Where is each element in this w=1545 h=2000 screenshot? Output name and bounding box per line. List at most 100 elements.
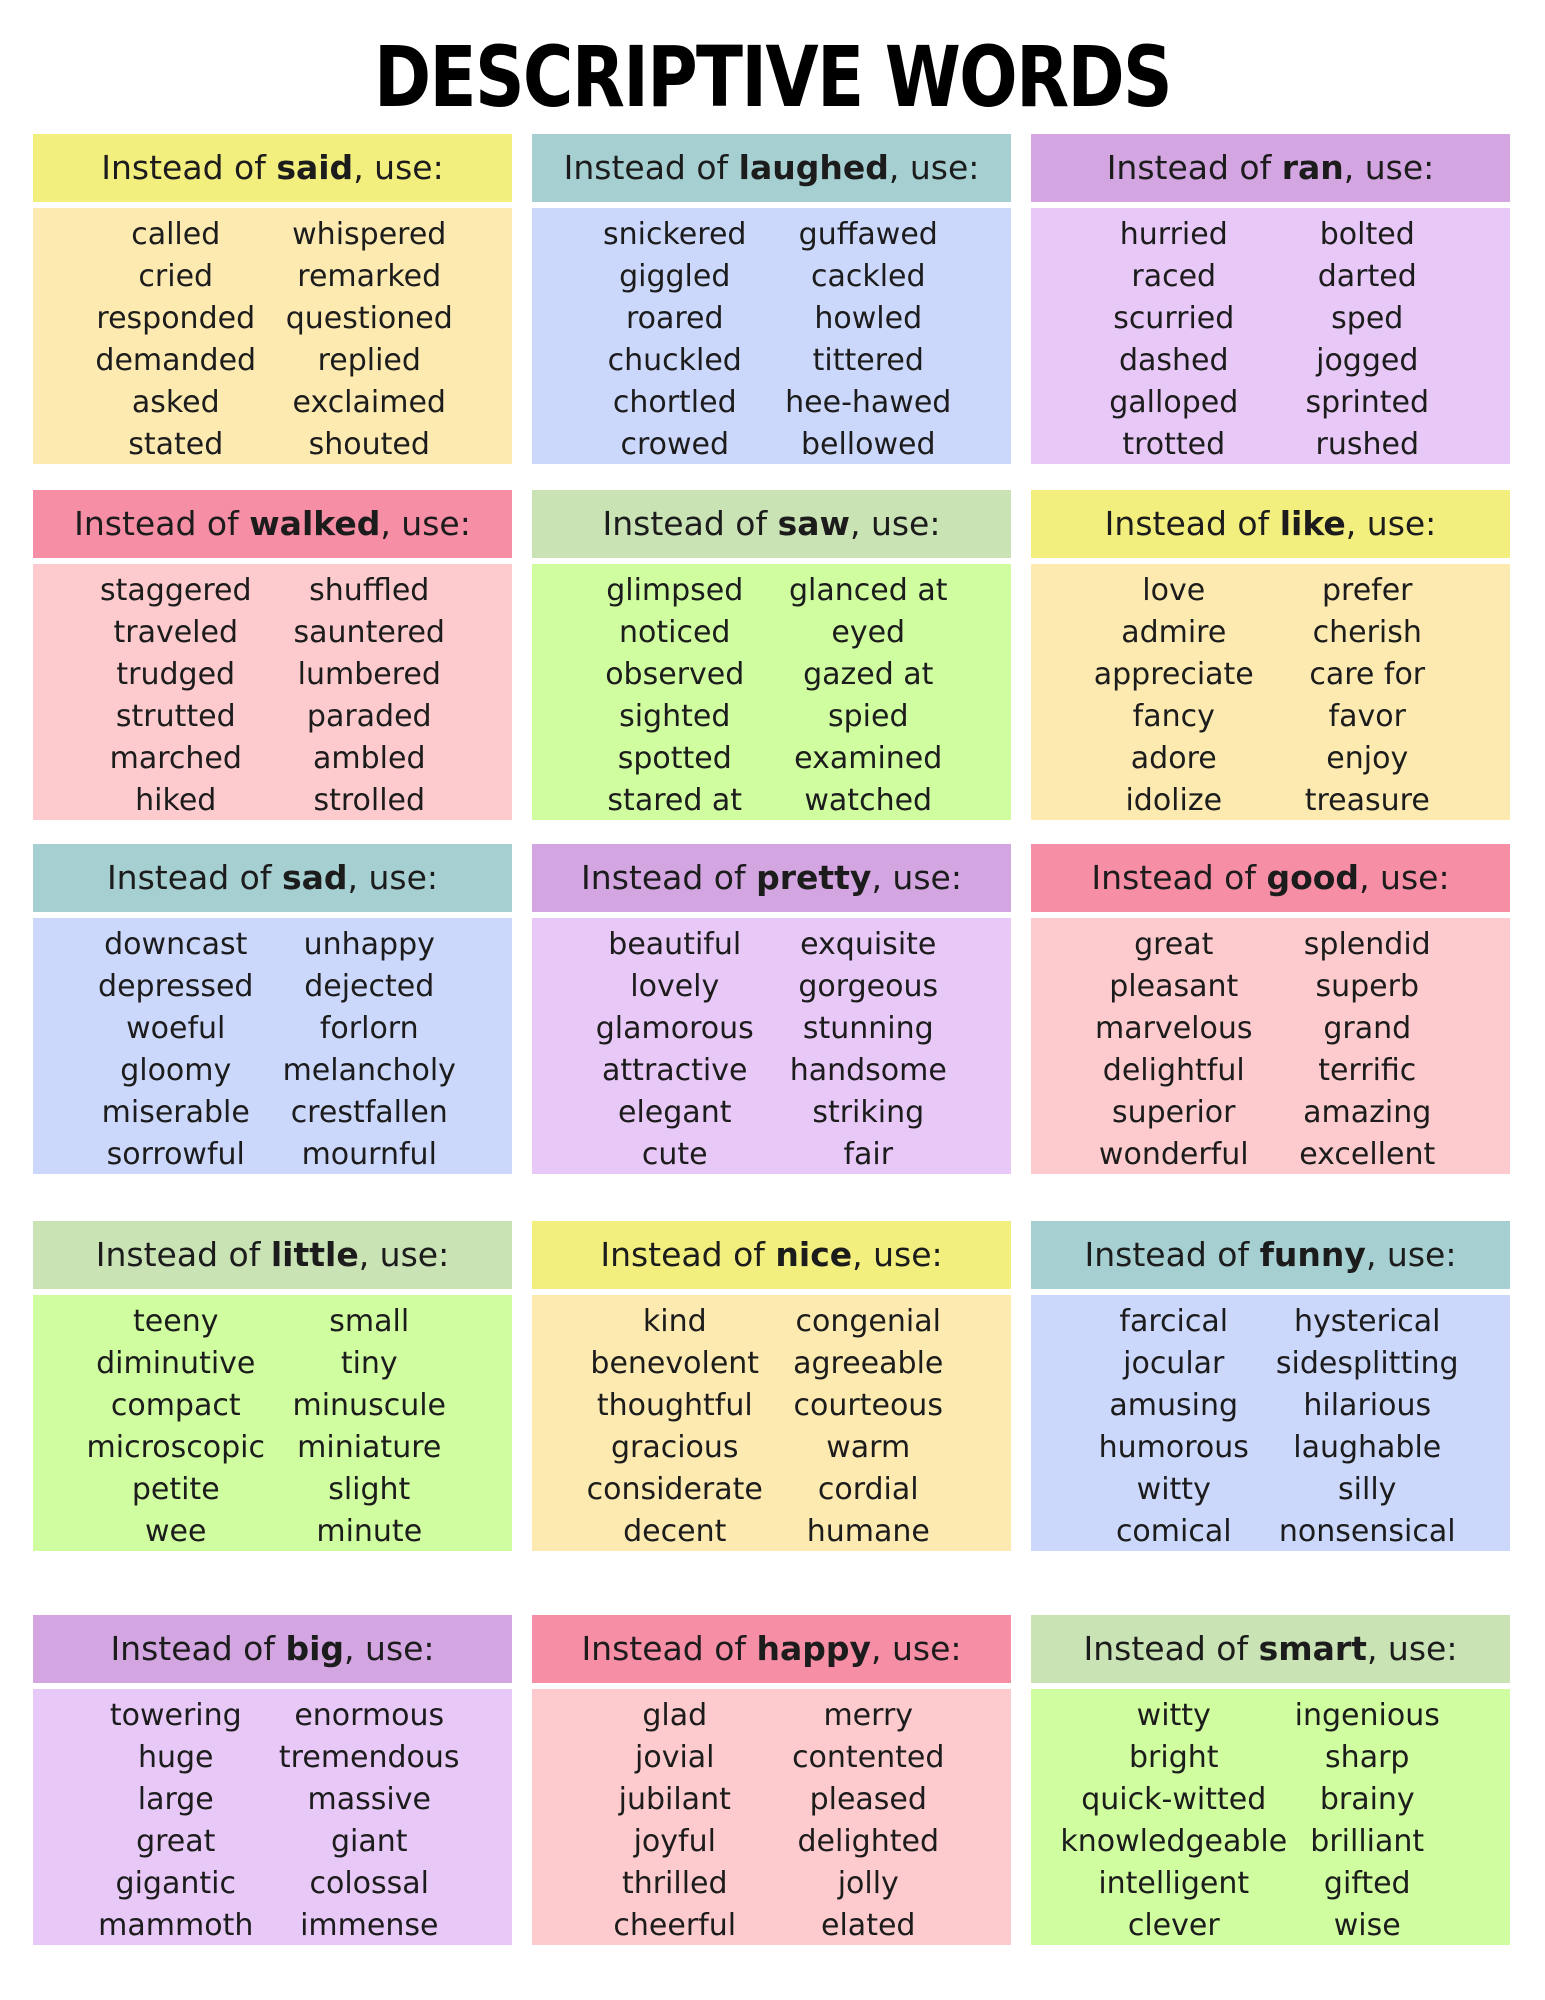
word-column-right: ingenious sharp brainy brilliant gifted wise [1271, 1695, 1465, 1945]
card-header: Instead of big, use: [33, 1615, 512, 1683]
word-card-walked: Instead of walked, use: staggered traveled… [33, 490, 512, 820]
card-body: called cried responded demanded asked stated w… [33, 208, 512, 464]
synonym: compact [110, 1388, 241, 1423]
synonym: miserable [101, 1095, 250, 1130]
synonym: treasure [1304, 783, 1430, 818]
synonym: slight [328, 1472, 411, 1507]
header-prefix: Instead of [563, 148, 739, 187]
synonym: downcast [104, 927, 248, 962]
synonym: strolled [313, 783, 426, 818]
word-column-left: teeny diminutive compact microscopic petite w… [79, 1301, 273, 1551]
header-suffix: , use: [888, 148, 980, 187]
synonym: roared [625, 301, 724, 336]
synonym: witty [1136, 1472, 1211, 1507]
synonym: dashed [1118, 343, 1229, 378]
synonym: appreciate [1093, 657, 1254, 692]
synonym: jogged [1316, 343, 1419, 378]
synonym: large [137, 1782, 214, 1817]
word-column-right: unhappy dejected forlorn melancholy crestfal… [273, 924, 467, 1174]
card-body: snickered giggled roared chuckled chortled cr… [532, 208, 1011, 464]
word-card-ran: Instead of ran, use: hurried raced scurried… [1031, 134, 1510, 464]
synonym: cackled [810, 259, 926, 294]
synonym: benevolent [590, 1346, 760, 1381]
synonym: marvelous [1095, 1011, 1253, 1046]
synonym: towering [109, 1698, 242, 1733]
card-body: teeny diminutive compact microscopic petite w… [33, 1295, 512, 1551]
synonym: gifted [1323, 1866, 1411, 1901]
synonym: marched [109, 741, 242, 776]
synonym: cried [138, 259, 214, 294]
header-prefix: Instead of [110, 1629, 286, 1668]
synonym: idolize [1125, 783, 1223, 818]
synonym: unhappy [303, 927, 435, 962]
synonym: trotted [1122, 427, 1226, 462]
header-suffix: , use: [1359, 858, 1450, 897]
synonym: tremendous [278, 1740, 460, 1775]
word-card-said: Instead of said, use: called cried responde… [33, 134, 512, 464]
word-column-left: love admire appreciate fancy adore idolize [1077, 570, 1271, 820]
header-keyword: pretty [756, 858, 872, 897]
card-body: great pleasant marvelous delightful superior… [1031, 918, 1510, 1174]
header-suffix: , use: [1345, 504, 1437, 543]
synonym: quick-witted [1081, 1782, 1267, 1817]
word-column-right: glanced at eyed gazed at spied examined watch… [772, 570, 966, 820]
synonym: traveled [113, 615, 239, 650]
synonym: elated [821, 1908, 916, 1943]
word-column-right: congenial agreeable courteous warm cordial hu… [772, 1301, 966, 1551]
synonym: gorgeous [798, 969, 939, 1004]
word-card-pretty: Instead of pretty, use: beautiful lovely gl… [532, 844, 1011, 1174]
synonym: comical [1115, 1514, 1232, 1549]
synonym: exclaimed [292, 385, 446, 420]
synonym: merry [823, 1698, 914, 1733]
synonym: fair [843, 1137, 894, 1172]
synonym: delightful [1102, 1053, 1245, 1088]
synonym: bright [1128, 1740, 1219, 1775]
word-card-sad: Instead of sad, use: downcast depressed woe… [33, 844, 512, 1174]
synonym: hurried [1119, 217, 1228, 252]
synonym: joyful [633, 1824, 716, 1859]
synonym: replied [317, 343, 421, 378]
synonym: jubilant [618, 1782, 731, 1817]
header-prefix: Instead of [1104, 504, 1280, 543]
word-column-right: exquisite gorgeous stunning handsome strikin… [772, 924, 966, 1174]
synonym: crowed [620, 427, 730, 462]
synonym: demanded [95, 343, 257, 378]
header-prefix: Instead of [1106, 148, 1282, 187]
synonym: lovely [630, 969, 720, 1004]
synonym: silly [1338, 1472, 1397, 1507]
card-header: Instead of saw, use: [532, 490, 1011, 558]
card-header: Instead of ran, use: [1031, 134, 1510, 202]
synonym: cheerful [613, 1908, 737, 1943]
synonym: sharp [1325, 1740, 1410, 1775]
header-suffix: , use: [358, 1235, 450, 1274]
card-header: Instead of walked, use: [33, 490, 512, 558]
word-column-right: whispered remarked questioned replied exclai… [273, 214, 467, 464]
word-card-big: Instead of big, use: towering huge large gre… [33, 1615, 512, 1945]
synonym: massive [307, 1782, 431, 1817]
synonym: witty [1136, 1698, 1211, 1733]
synonym: sauntered [293, 615, 445, 650]
word-card-good: Instead of good, use: great pleasant marvel… [1031, 844, 1510, 1174]
synonym: called [131, 217, 221, 252]
synonym: hysterical [1294, 1304, 1441, 1339]
header-prefix: Instead of [1091, 858, 1267, 897]
synonym: knowledgeable [1060, 1824, 1288, 1859]
synonym: forlorn [319, 1011, 419, 1046]
synonym: crestfallen [290, 1095, 448, 1130]
card-header: Instead of like, use: [1031, 490, 1510, 558]
synonym: prefer [1321, 573, 1413, 608]
card-body: staggered traveled trudged strutted marched h… [33, 564, 512, 820]
word-column-left: great pleasant marvelous delightful superior… [1077, 924, 1271, 1174]
header-prefix: Instead of [101, 148, 277, 187]
synonym: elegant [618, 1095, 732, 1130]
synonym: nonsensical [1278, 1514, 1456, 1549]
synonym: superior [1111, 1095, 1236, 1130]
synonym: spied [827, 699, 909, 734]
header-keyword: funny [1259, 1235, 1366, 1274]
synonym: gloomy [120, 1053, 232, 1088]
synonym: stated [128, 427, 224, 462]
synonym: sped [1331, 301, 1404, 336]
card-body: towering huge large great gigantic mammoth eno… [33, 1689, 512, 1945]
header-suffix: , use: [1365, 1235, 1457, 1274]
synonym: intelligent [1098, 1866, 1250, 1901]
